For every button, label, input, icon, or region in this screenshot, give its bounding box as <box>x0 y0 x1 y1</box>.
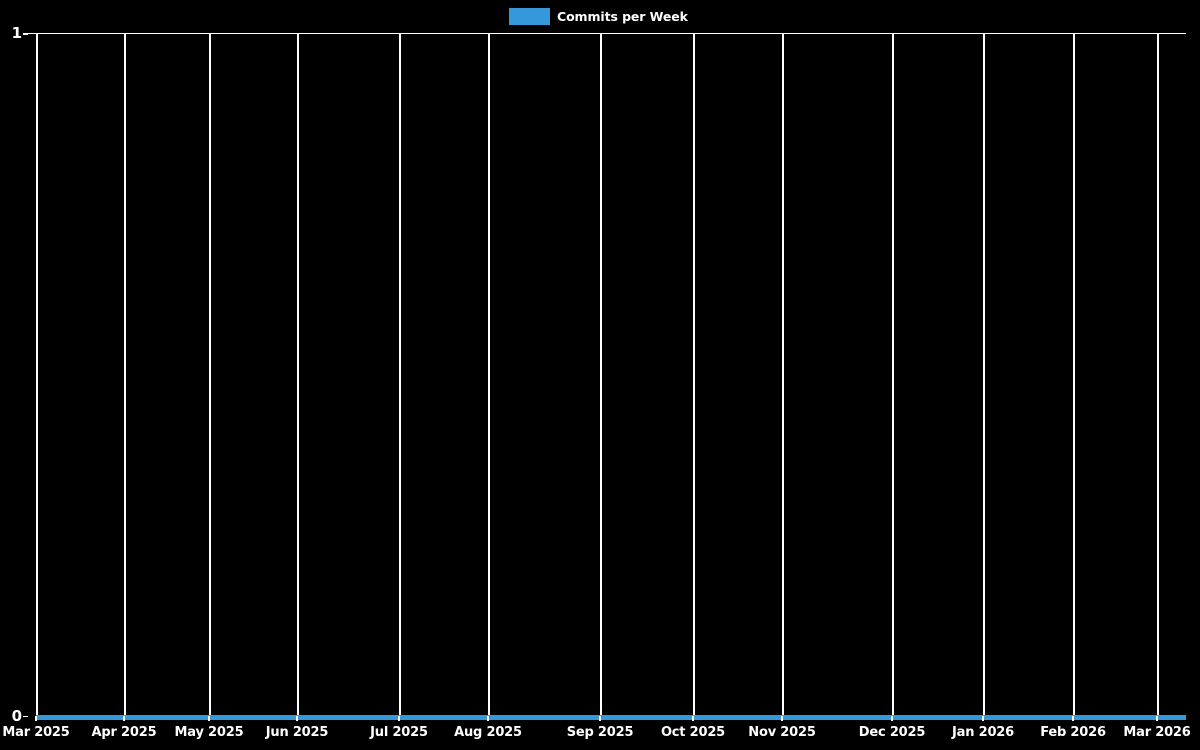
y-axis-tick-label-top: 1 <box>11 24 22 42</box>
x-axis-tick-label: Aug 2025 <box>454 725 522 740</box>
gridline <box>297 34 299 717</box>
x-axis-tick-label: Apr 2025 <box>91 725 157 740</box>
x-axis-tick-mark <box>123 716 125 721</box>
x-axis-tick-label: Mar 2026 <box>1123 725 1191 740</box>
chart-legend: Commits per Week <box>509 6 688 26</box>
gridline <box>1157 34 1159 717</box>
gridline <box>209 34 211 717</box>
gridline <box>600 34 602 717</box>
gridline <box>892 34 894 717</box>
x-axis-tick-mark <box>208 716 210 721</box>
x-axis-tick-mark <box>1072 716 1074 721</box>
x-axis-tick-mark <box>692 716 694 721</box>
gridline <box>693 34 695 717</box>
series-line-commits-per-week <box>36 714 1186 720</box>
x-axis-tick-label: Mar 2025 <box>2 725 70 740</box>
gridline <box>1073 34 1075 717</box>
y-axis-tick-label-zero: 0 <box>11 707 22 725</box>
x-axis-tick-label: Sep 2025 <box>566 725 634 740</box>
x-axis-tick-mark <box>599 716 601 721</box>
y-axis: 1 0 <box>0 0 28 750</box>
x-axis-tick-label: Jun 2025 <box>265 725 329 740</box>
gridline <box>983 34 985 717</box>
y-axis-tick-mark-zero <box>23 715 28 717</box>
legend-item-label: Commits per Week <box>557 8 688 24</box>
x-axis-tick-label: Nov 2025 <box>748 725 816 740</box>
gridline <box>124 34 126 717</box>
gridline <box>782 34 784 717</box>
x-axis-tick-label: Jul 2025 <box>370 725 428 740</box>
y-axis-tick-mark-top <box>23 33 28 35</box>
x-axis-tick-label: May 2025 <box>174 725 244 740</box>
x-axis-tick-mark <box>1156 716 1158 721</box>
x-axis-tick-label: Jan 2026 <box>952 725 1014 740</box>
x-axis-tick-label: Feb 2026 <box>1040 725 1106 740</box>
plot-area <box>28 33 1186 720</box>
gridline <box>488 34 490 717</box>
x-axis-tick-mark <box>296 716 298 721</box>
x-axis-tick-label: Oct 2025 <box>660 725 726 740</box>
gridline <box>36 34 38 717</box>
x-axis-tick-mark <box>35 716 37 721</box>
x-axis-tick-label: Dec 2025 <box>858 725 926 740</box>
x-axis: Mar 2025 Apr 2025 May 2025 Jun 2025 Jul 2025… <box>0 716 1200 750</box>
x-axis-tick-mark <box>398 716 400 721</box>
color-swatch-icon <box>509 7 550 25</box>
x-axis-tick-mark <box>781 716 783 721</box>
x-axis-tick-mark <box>487 716 489 721</box>
gridline <box>399 34 401 717</box>
x-axis-tick-mark <box>891 716 893 721</box>
x-axis-tick-mark <box>982 716 984 721</box>
